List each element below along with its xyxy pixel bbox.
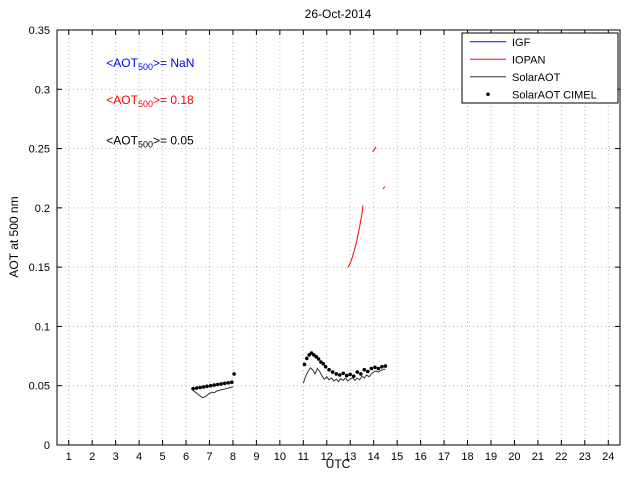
point-solaraot-cimel bbox=[327, 367, 331, 372]
legend-label-iopan: IOPAN bbox=[512, 54, 545, 66]
point-solaraot-cimel bbox=[230, 380, 234, 385]
point-solaraot-cimel bbox=[321, 362, 326, 366]
point-solaraot-cimel bbox=[334, 372, 339, 376]
point-solaraot-cimel bbox=[344, 373, 349, 378]
xtick-label-18: 18 bbox=[461, 451, 473, 463]
series-solaraot-seg-1 bbox=[302, 367, 386, 384]
chart-title: 26-Oct-2014 bbox=[304, 7, 372, 21]
point-solaraot-cimel bbox=[205, 384, 209, 389]
xtick-label-17: 17 bbox=[438, 451, 450, 463]
ytick-label-3: 0.15 bbox=[29, 262, 50, 274]
point-solaraot-cimel bbox=[330, 370, 335, 374]
legend-label-solaraot-cimel: SolarAOT CIMEL bbox=[512, 89, 597, 101]
ytick-label-4: 0.2 bbox=[35, 203, 50, 215]
point-solaraot-cimel bbox=[376, 366, 381, 371]
xtick-label-16: 16 bbox=[414, 451, 426, 463]
point-solaraot-cimel bbox=[302, 362, 307, 367]
xtick-label-4: 4 bbox=[136, 451, 142, 463]
legend-label-solaraot: SolarAOT bbox=[512, 72, 561, 84]
xtick-label-15: 15 bbox=[391, 451, 403, 463]
point-solaraot-cimel bbox=[355, 370, 360, 374]
point-solaraot-cimel bbox=[222, 381, 227, 386]
xtick-label-8: 8 bbox=[230, 451, 236, 463]
point-solaraot-cimel bbox=[226, 381, 230, 385]
x-axis-label: UTC bbox=[325, 457, 351, 471]
point-solaraot-cimel bbox=[362, 367, 367, 372]
point-solaraot-cimel bbox=[380, 364, 384, 369]
xtick-label-5: 5 bbox=[160, 451, 166, 463]
xtick-label-21: 21 bbox=[532, 451, 544, 463]
legend-box[interactable] bbox=[461, 32, 619, 104]
legend-dot-sample-solaraot-cimel bbox=[486, 92, 490, 97]
xtick-label-11: 11 bbox=[298, 451, 309, 463]
point-solaraot-cimel bbox=[314, 354, 319, 359]
point-solaraot-cimel bbox=[201, 385, 206, 389]
point-solaraot-cimel bbox=[373, 365, 377, 370]
xtick-label-1: 1 bbox=[66, 451, 72, 463]
legend-label-igf: IGF bbox=[512, 37, 531, 49]
point-solaraot-cimel bbox=[232, 372, 236, 376]
xtick-label-24: 24 bbox=[602, 451, 614, 463]
xtick-label-6: 6 bbox=[183, 451, 189, 463]
xtick-label-12: 12 bbox=[321, 451, 333, 463]
xtick-label-22: 22 bbox=[555, 451, 567, 463]
point-solaraot-cimel bbox=[366, 369, 370, 374]
ytick-label-2: 0.1 bbox=[35, 321, 50, 333]
xtick-label-7: 7 bbox=[206, 451, 212, 463]
xtick-label-23: 23 bbox=[579, 451, 591, 463]
xtick-label-20: 20 bbox=[508, 451, 520, 463]
point-solaraot-cimel bbox=[305, 356, 309, 361]
point-solaraot-cimel bbox=[198, 385, 202, 390]
axis-box bbox=[56, 29, 621, 446]
point-solaraot-cimel bbox=[208, 383, 213, 388]
xtick-label-19: 19 bbox=[485, 451, 497, 463]
point-solaraot-cimel bbox=[341, 371, 346, 376]
mean-annotation-2: <AOT500>= 0.05 bbox=[106, 133, 194, 149]
point-solaraot-cimel bbox=[369, 366, 374, 371]
xtick-label-3: 3 bbox=[113, 451, 119, 463]
point-solaraot-cimel bbox=[191, 386, 195, 391]
ytick-label-7: 0.35 bbox=[29, 25, 50, 37]
point-solaraot-cimel bbox=[351, 374, 356, 379]
series-iopan-seg-1 bbox=[372, 146, 377, 153]
ytick-label-5: 0.25 bbox=[29, 144, 50, 156]
mean-annotation-0: <AOT500>= NaN bbox=[106, 56, 194, 72]
xtick-label-14: 14 bbox=[368, 451, 380, 463]
point-solaraot-cimel bbox=[323, 364, 328, 369]
series-iopan-seg-2 bbox=[382, 186, 386, 190]
ytick-label-1: 0.05 bbox=[29, 381, 50, 393]
point-solaraot-cimel bbox=[316, 357, 321, 361]
point-solaraot-cimel bbox=[359, 372, 363, 376]
point-solaraot-cimel bbox=[212, 383, 216, 387]
point-solaraot-cimel bbox=[215, 382, 220, 387]
y-axis-label: AOT at 500 nm bbox=[7, 196, 21, 278]
series-iopan-seg-0 bbox=[347, 205, 364, 268]
mean-annotation-1: <AOT500>= 0.18 bbox=[106, 93, 194, 109]
ytick-label-0: 0 bbox=[44, 440, 50, 452]
xtick-label-9: 9 bbox=[253, 451, 259, 463]
xtick-label-2: 2 bbox=[89, 451, 95, 463]
series-solaraot-seg-0 bbox=[192, 386, 234, 399]
point-solaraot-cimel bbox=[194, 386, 199, 390]
xtick-label-13: 13 bbox=[344, 451, 356, 463]
point-solaraot-cimel bbox=[348, 372, 353, 377]
point-solaraot-cimel bbox=[383, 364, 388, 368]
ytick-label-6: 0.3 bbox=[35, 84, 50, 96]
point-solaraot-cimel bbox=[219, 382, 223, 386]
xtick-label-10: 10 bbox=[274, 451, 286, 463]
point-solaraot-cimel bbox=[337, 373, 342, 377]
